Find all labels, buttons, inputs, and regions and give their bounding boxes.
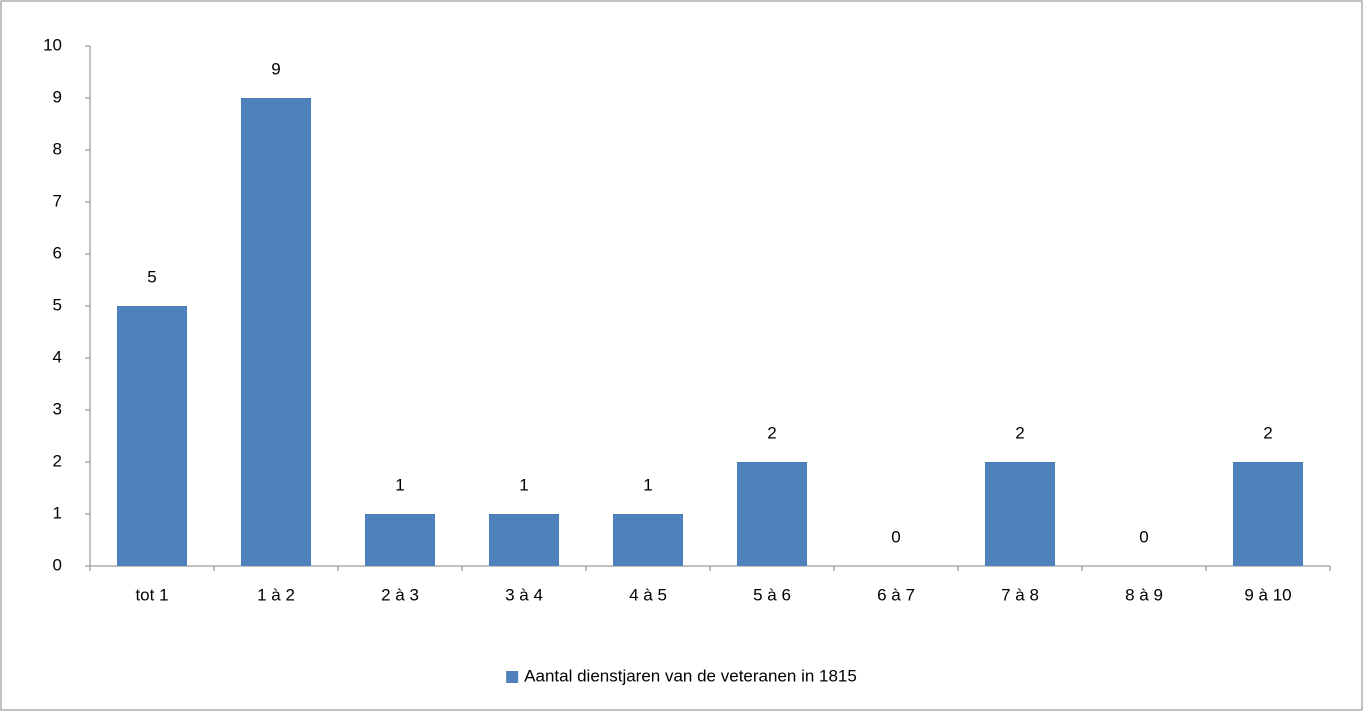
y-tick-label: 10 bbox=[43, 35, 62, 54]
y-tick-label: 0 bbox=[53, 555, 62, 574]
y-tick-label: 1 bbox=[53, 503, 62, 522]
bar bbox=[612, 514, 684, 566]
x-tick-label: 8 à 9 bbox=[1125, 585, 1163, 604]
y-tick-label: 6 bbox=[53, 243, 62, 262]
y-tick-label: 2 bbox=[53, 451, 62, 470]
x-tick-label: 5 à 6 bbox=[753, 585, 791, 604]
bar bbox=[488, 514, 560, 566]
y-tick-label: 7 bbox=[53, 191, 62, 210]
x-tick-label: 3 à 4 bbox=[505, 585, 543, 604]
x-tick-label: tot 1 bbox=[135, 585, 168, 604]
data-label: 0 bbox=[1139, 527, 1148, 546]
bar bbox=[364, 514, 436, 566]
legend-swatch bbox=[506, 671, 519, 683]
bar bbox=[116, 306, 188, 566]
data-label: 1 bbox=[519, 475, 528, 494]
bar bbox=[984, 462, 1056, 566]
x-tick-label: 6 à 7 bbox=[877, 585, 915, 604]
x-tick-label: 2 à 3 bbox=[381, 585, 419, 604]
y-tick-label: 3 bbox=[53, 399, 62, 418]
y-tick-label: 5 bbox=[53, 295, 62, 314]
x-tick-label: 7 à 8 bbox=[1001, 585, 1039, 604]
data-label: 0 bbox=[891, 527, 900, 546]
data-label: 2 bbox=[1263, 423, 1272, 442]
y-tick-label: 8 bbox=[53, 139, 62, 158]
x-tick-label: 1 à 2 bbox=[257, 585, 295, 604]
x-tick-label: 9 à 10 bbox=[1244, 585, 1291, 604]
bar bbox=[1232, 462, 1304, 566]
data-label: 2 bbox=[767, 423, 776, 442]
x-tick-label: 4 à 5 bbox=[629, 585, 667, 604]
legend-label: Aantal dienstjaren van de veteranen in 1… bbox=[524, 666, 857, 685]
y-tick-label: 9 bbox=[53, 87, 62, 106]
bar bbox=[736, 462, 808, 566]
data-label: 5 bbox=[147, 267, 156, 286]
data-label: 1 bbox=[395, 475, 404, 494]
bar bbox=[240, 98, 312, 566]
data-label: 9 bbox=[271, 59, 280, 78]
data-label: 1 bbox=[643, 475, 652, 494]
data-label: 2 bbox=[1015, 423, 1024, 442]
y-tick-label: 4 bbox=[53, 347, 62, 366]
